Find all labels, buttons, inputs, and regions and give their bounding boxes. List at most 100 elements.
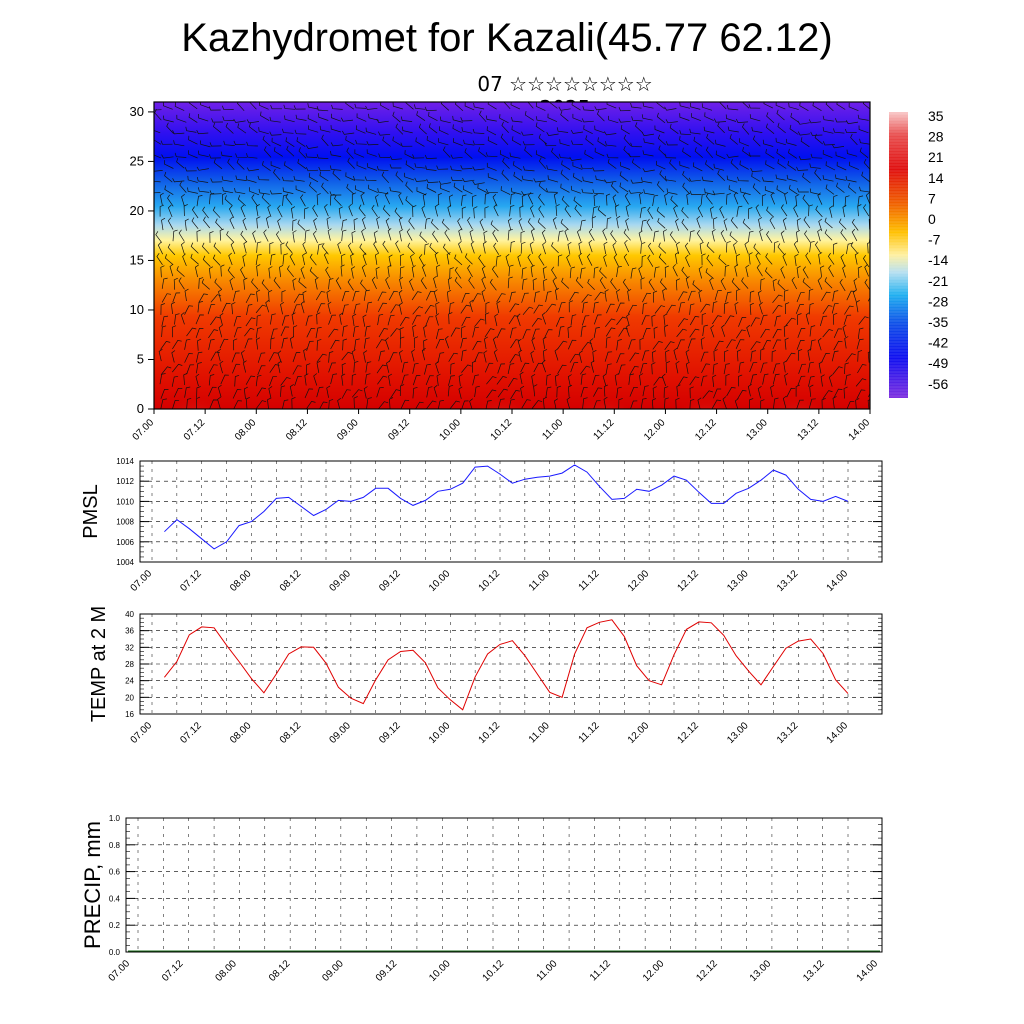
wind-barb: [748, 104, 761, 109]
wind-barb: [521, 278, 528, 290]
wind-barb: [481, 265, 486, 279]
x-tick-label: 12.00: [642, 417, 668, 443]
wind-barb: [256, 241, 262, 253]
wind-barb: [386, 360, 390, 373]
wind-barb: [472, 128, 485, 134]
wind-barb: [341, 290, 350, 302]
wind-barb: [261, 279, 269, 291]
wind-barb: [580, 386, 588, 398]
wind-barb: [499, 114, 509, 124]
wind-barb: [603, 384, 609, 397]
wind-barb: [246, 167, 259, 172]
wind-barb: [681, 266, 689, 279]
wind-barb: [855, 299, 860, 313]
y-tick-label: 1012: [116, 477, 134, 486]
wind-barb: [839, 278, 846, 292]
wind-barb: [760, 328, 770, 338]
wind-barb: [807, 361, 814, 373]
wind-barb: [458, 386, 463, 399]
wind-barb: [700, 375, 708, 387]
wind-barb: [594, 291, 605, 301]
wind-barb: [491, 265, 499, 278]
wind-barb: [533, 178, 546, 183]
wind-barb: [184, 167, 197, 172]
wind-barb: [553, 192, 558, 205]
wind-barb: [593, 301, 599, 313]
wind-barb: [623, 253, 630, 267]
wind-barb: [597, 205, 607, 217]
wind-barb: [610, 230, 617, 243]
wind-barb: [447, 289, 452, 303]
wind-barb: [818, 218, 823, 232]
y-tick-label: 0.6: [109, 868, 121, 877]
wind-barb: [230, 241, 236, 255]
x-tick-label: 09.00: [328, 720, 354, 746]
wind-barb: [499, 150, 510, 159]
wind-barb: [653, 266, 660, 278]
wind-barb: [461, 325, 466, 338]
wind-barb: [416, 187, 427, 196]
wind-barb: [616, 339, 622, 351]
wind-barb: [651, 362, 656, 375]
wind-barb: [210, 316, 221, 326]
wind-barb: [371, 276, 377, 290]
wind-barb: [159, 373, 166, 385]
wind-barb: [840, 229, 848, 241]
wind-barb: [280, 326, 290, 337]
wind-barb: [201, 278, 210, 290]
wind-barb: [591, 216, 597, 229]
wind-barb: [399, 384, 405, 397]
wind-barb: [655, 160, 666, 170]
wind-barb: [351, 349, 356, 362]
wind-barb: [328, 362, 336, 373]
wind-barb: [558, 325, 565, 338]
y-tick-label: 36: [125, 627, 134, 636]
wind-barb: [387, 228, 392, 241]
wind-barb: [651, 398, 657, 409]
wind-barb: [342, 338, 348, 351]
wind-barb: [665, 141, 678, 146]
wind-barb: [520, 385, 525, 399]
wind-barb: [423, 338, 428, 351]
wind-barb: [574, 204, 582, 217]
wind-barb: [285, 137, 295, 147]
wind-barb: [596, 110, 605, 122]
wind-barb: [158, 348, 163, 362]
wind-barb: [628, 373, 634, 385]
wind-barb: [712, 301, 718, 313]
wind-barb: [802, 172, 811, 184]
wind-barb: [196, 229, 201, 242]
wind-barb: [424, 154, 437, 159]
wind-barb: [846, 243, 853, 255]
wind-barb: [748, 252, 753, 265]
wind-barb: [436, 264, 441, 277]
wind-barb: [249, 187, 260, 196]
wind-barb: [691, 113, 702, 122]
wind-barb: [638, 230, 643, 243]
wind-barb: [530, 350, 535, 363]
wind-barb: [605, 363, 612, 375]
wind-barb: [316, 312, 321, 325]
wind-barb: [363, 289, 370, 301]
wind-barb: [399, 302, 403, 315]
wind-barb: [404, 172, 415, 181]
wind-barb: [452, 115, 463, 123]
wind-barb: [568, 384, 573, 397]
wind-barb: [334, 194, 342, 207]
wind-barb: [472, 194, 477, 207]
wind-barb: [613, 254, 619, 267]
wind-barb: [715, 150, 726, 160]
wind-barb: [570, 362, 579, 373]
wind-barb: [401, 126, 413, 134]
wind-barb: [294, 129, 307, 135]
wind-barb: [355, 139, 367, 145]
wind-barb: [585, 135, 594, 146]
wind-barb: [474, 318, 485, 327]
wind-barb: [521, 175, 533, 182]
wind-barb: [487, 136, 498, 146]
wind-barb: [766, 112, 775, 124]
wind-barb: [704, 112, 714, 121]
wind-barb: [493, 242, 500, 255]
wind-barb: [822, 127, 834, 134]
wind-barb: [673, 347, 678, 361]
